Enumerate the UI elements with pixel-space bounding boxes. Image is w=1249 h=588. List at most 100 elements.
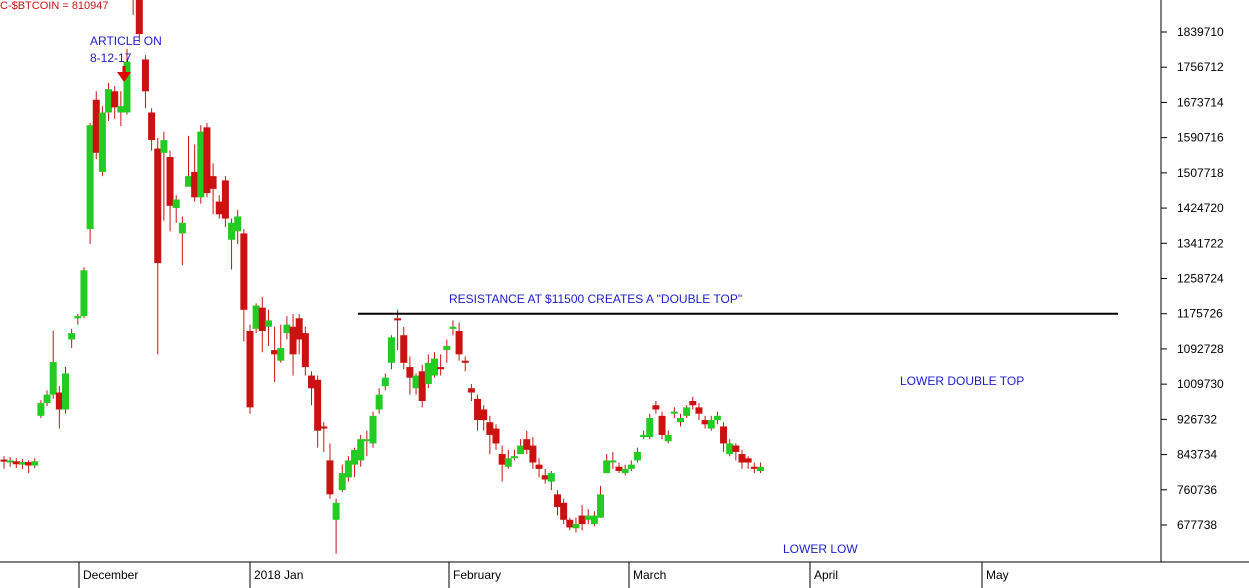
candle-body (627, 464, 635, 469)
candle-body (141, 59, 149, 92)
month-label: April (814, 568, 838, 582)
candle-body (86, 125, 94, 230)
candle-down (480, 405, 488, 431)
candle-down (566, 517, 574, 531)
candle-up (412, 373, 420, 395)
candle-body (338, 473, 346, 491)
y-tick-label: 1175726 (1177, 307, 1223, 321)
candle-down (406, 356, 414, 395)
candle-up (160, 131, 168, 221)
candle-up (185, 135, 192, 187)
candle-up (6, 457, 14, 467)
candle-body (658, 415, 666, 435)
candle-down (289, 314, 297, 376)
candle-body (498, 454, 506, 465)
candle-body (209, 176, 217, 189)
candle-up (590, 511, 598, 527)
candle-body (621, 468, 629, 474)
month-label: March (633, 568, 666, 582)
candle-body (252, 305, 260, 329)
candle-body (363, 439, 371, 442)
candle-body (689, 400, 697, 406)
candle-body (111, 91, 119, 108)
candle-body (701, 420, 709, 425)
candle-down (326, 443, 334, 499)
candle-up (68, 328, 76, 348)
candle-up (517, 439, 525, 455)
candle-body (135, 0, 143, 34)
candle-up (627, 460, 635, 472)
candle-up (369, 411, 377, 448)
candle-down (535, 458, 543, 478)
candle-body (670, 411, 678, 414)
y-tick-label: 677738 (1177, 518, 1217, 532)
candle-body (344, 460, 352, 478)
candle-body (713, 415, 721, 421)
candle-up (670, 407, 678, 418)
candle-body (652, 405, 660, 410)
article-arrow-icon (117, 66, 131, 82)
y-tick-label: 1839710 (1177, 25, 1224, 39)
candle-body (517, 445, 525, 455)
candle-up (504, 449, 512, 469)
candle-down (701, 415, 709, 429)
candle-body (264, 320, 272, 327)
article-annotation: ARTICLE ON (90, 34, 162, 48)
candle-down (652, 400, 660, 414)
candle-up (597, 485, 605, 518)
candle-body (234, 216, 242, 232)
candle-down (240, 229, 248, 342)
plot-area (0, 0, 1161, 562)
candle-up (277, 324, 285, 363)
candle-up (123, 48, 131, 115)
candle-body (443, 345, 451, 351)
candle-down (554, 490, 561, 516)
candle-body (750, 466, 758, 469)
candle-body (37, 403, 45, 416)
candle-body (449, 326, 457, 329)
candle-down (320, 422, 328, 452)
candles-layer (0, 0, 764, 554)
candle-body (535, 464, 543, 469)
candle-down (732, 443, 740, 461)
candle-up (31, 458, 39, 469)
candle-body (664, 434, 672, 442)
y-tick-label: 926732 (1177, 412, 1217, 426)
candle-down (0, 456, 8, 469)
candle-body (301, 333, 309, 368)
candle-body (633, 451, 641, 461)
candle-body (271, 350, 279, 355)
candle-up (74, 314, 82, 325)
candle-down (695, 403, 703, 421)
candle-up (357, 434, 365, 467)
candle-up (449, 320, 457, 336)
candle-body (504, 458, 512, 467)
candle-body (55, 392, 63, 410)
candle-body (541, 475, 549, 480)
candle-down (474, 394, 482, 431)
candle-body (560, 502, 568, 520)
candle-body (412, 375, 420, 389)
candle-body (523, 439, 531, 450)
candle-body (461, 360, 469, 363)
candle-down (215, 195, 223, 219)
candle-up (677, 413, 684, 427)
candle-down (720, 422, 728, 452)
candle-down (308, 371, 315, 406)
candle-down (92, 91, 100, 160)
candle-up (332, 498, 340, 554)
candle-down (541, 468, 549, 484)
candle-down (132, 0, 134, 15)
candle-up (18, 458, 26, 469)
candle-down (111, 86, 119, 119)
candle-up (172, 195, 180, 223)
candle-body (529, 445, 537, 463)
y-tick-label: 1673714 (1177, 95, 1224, 109)
y-tick-label: 843734 (1177, 448, 1217, 462)
candle-body (707, 420, 715, 429)
candle-down (486, 415, 494, 455)
candle-body (646, 417, 654, 438)
candle-body (12, 461, 20, 465)
candle-body (314, 379, 322, 431)
